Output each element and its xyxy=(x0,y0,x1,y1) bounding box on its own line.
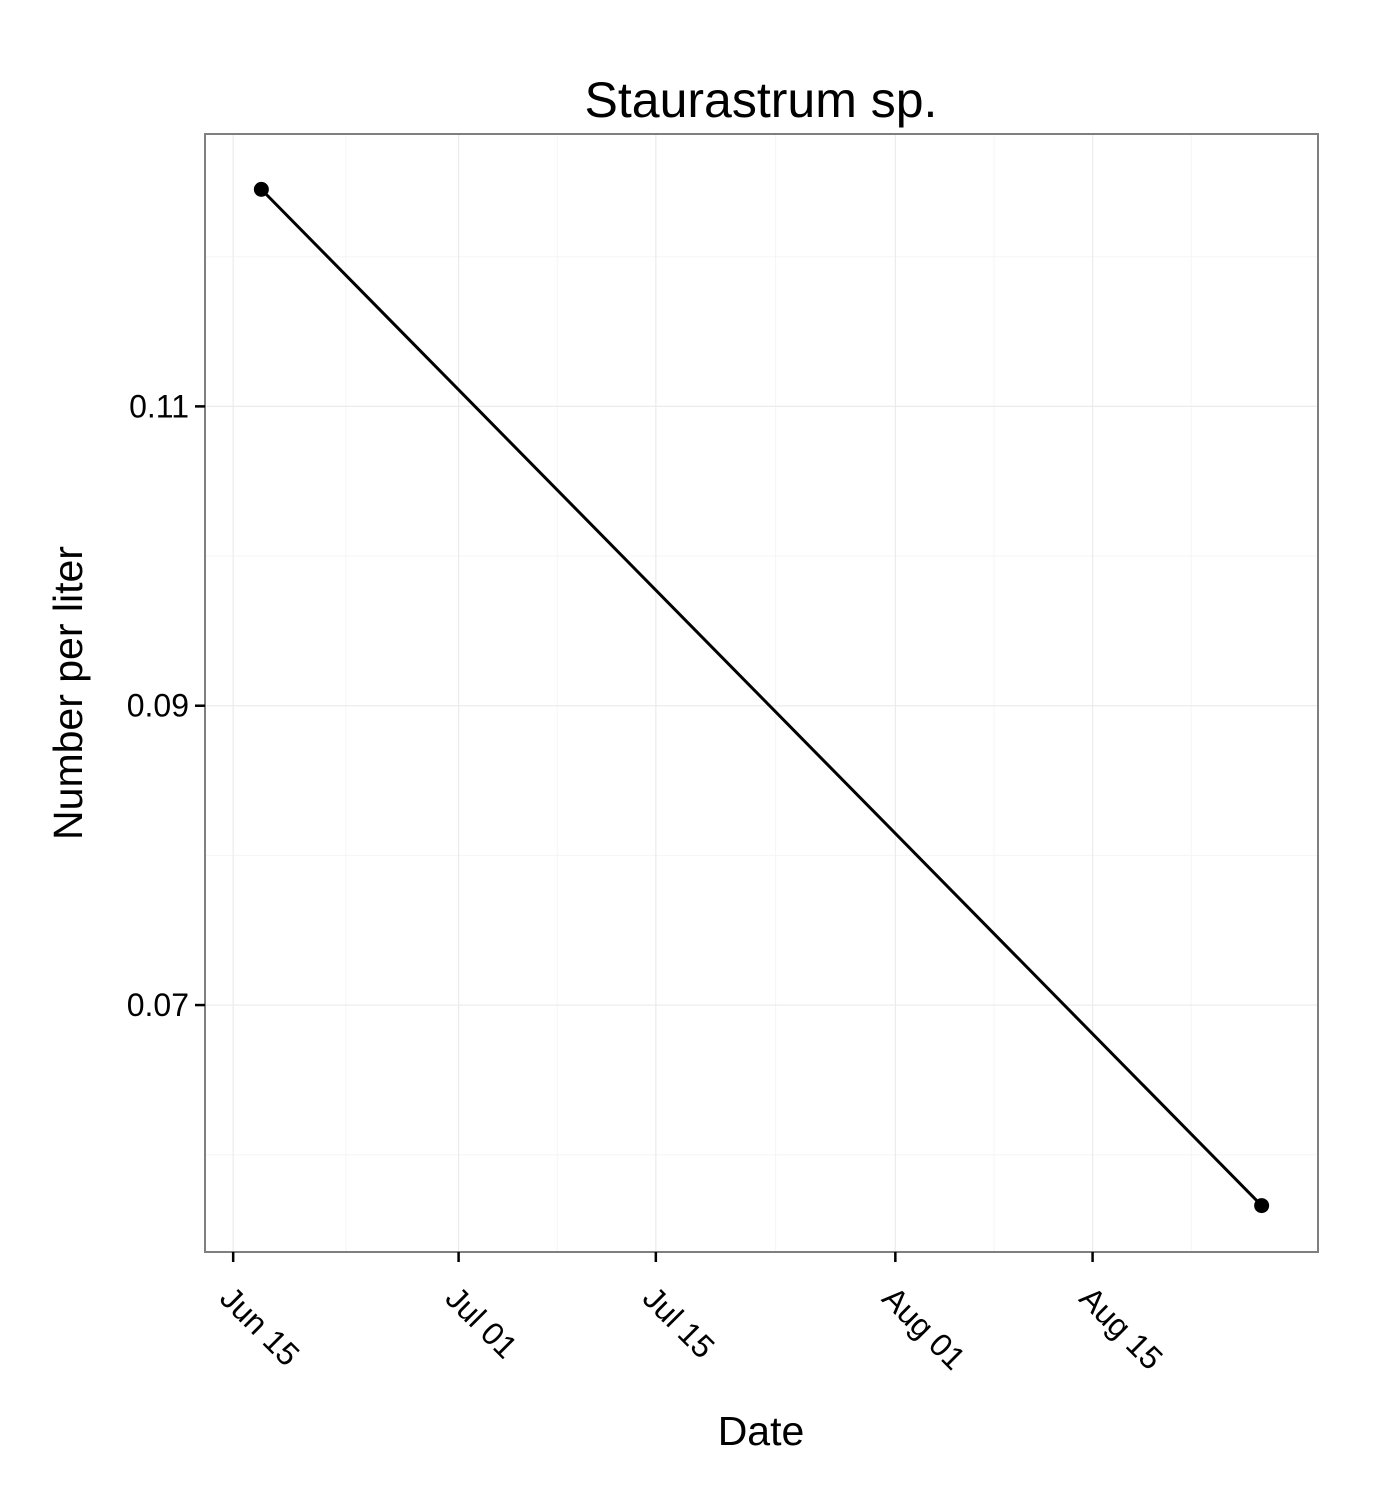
data-point xyxy=(253,181,269,197)
x-axis-title: Date xyxy=(718,1408,805,1454)
y-tick-label: 0.11 xyxy=(129,388,189,424)
plot-panel-border xyxy=(204,133,1319,1253)
x-axis: Jun 15 Jul 01 Jul 15 Aug 01 Aug 15 xyxy=(213,1252,1170,1377)
y-tick-label: 0.07 xyxy=(127,987,189,1023)
y-tick-label: 0.09 xyxy=(127,688,189,724)
x-tick-label: Jul 15 xyxy=(636,1279,722,1365)
x-tick-label: Aug 01 xyxy=(875,1279,972,1376)
grid-minor xyxy=(205,134,1318,1252)
y-axis: 0.07 0.09 0.11 xyxy=(127,388,205,1023)
series-group xyxy=(253,181,1270,1214)
grid-major xyxy=(205,134,1318,1252)
x-tick-label: Jul 01 xyxy=(439,1279,525,1365)
y-axis-title: Number per liter xyxy=(45,546,91,840)
x-tick-label: Aug 15 xyxy=(1073,1279,1170,1376)
data-point xyxy=(1254,1198,1270,1214)
series-line xyxy=(260,188,1263,1207)
chart-title: Staurastrum sp. xyxy=(585,72,938,128)
x-tick-label: Jun 15 xyxy=(213,1279,306,1372)
